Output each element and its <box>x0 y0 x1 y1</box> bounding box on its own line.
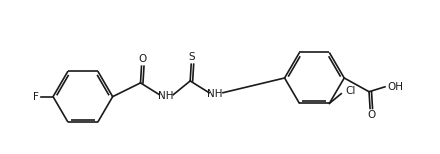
Text: O: O <box>138 54 147 64</box>
Text: O: O <box>367 110 375 120</box>
Text: F: F <box>33 92 39 102</box>
Text: S: S <box>189 52 195 62</box>
Text: NH: NH <box>207 89 223 99</box>
Text: Cl: Cl <box>345 86 356 96</box>
Text: NH: NH <box>158 91 173 101</box>
Text: OH: OH <box>387 82 403 92</box>
